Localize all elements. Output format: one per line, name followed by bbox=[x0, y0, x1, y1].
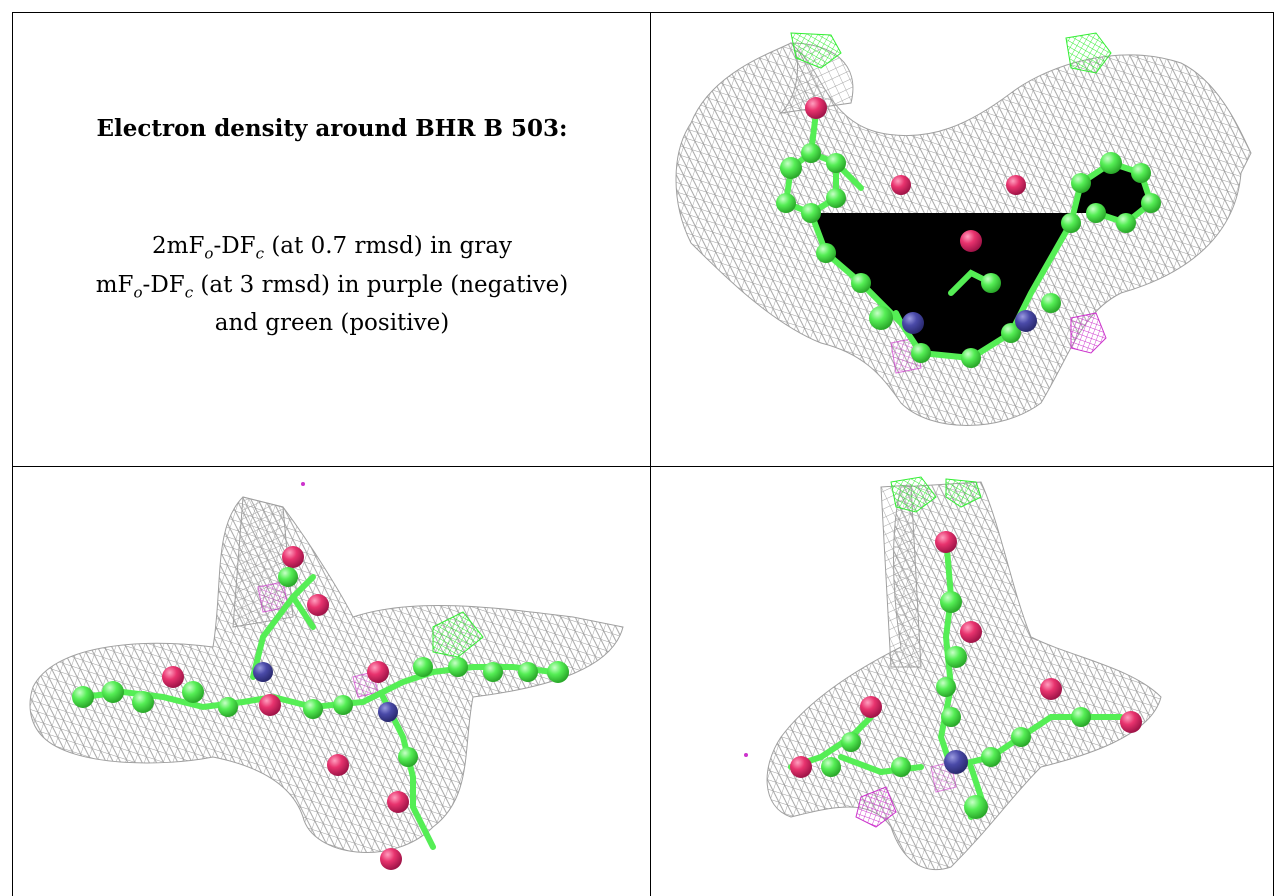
ligand-atoms bbox=[790, 531, 1142, 819]
legend-line-positive: and green (positive) bbox=[214, 310, 450, 337]
difference-density-negative bbox=[744, 753, 957, 828]
view-bottom-right bbox=[651, 467, 1273, 896]
density-render bbox=[744, 476, 1162, 871]
density-render bbox=[29, 482, 624, 870]
density-render bbox=[675, 32, 1252, 426]
table-border-middle bbox=[12, 466, 1274, 467]
page-title: Electron density around BHR B 503: bbox=[96, 115, 568, 142]
table-border-left bbox=[12, 12, 13, 896]
ligand-atoms bbox=[72, 546, 569, 870]
difference-density-positive bbox=[790, 32, 1112, 74]
table-border-center bbox=[650, 12, 651, 896]
density-mesh-gray bbox=[766, 481, 1162, 871]
view-top-right bbox=[651, 13, 1273, 466]
legend-line-2mfo: 2mFo-DFc (at 0.7 rmsd) in gray bbox=[152, 233, 512, 263]
legend-line-mfo: mFo-DFc (at 3 rmsd) in purple (negative) bbox=[95, 271, 569, 302]
difference-density-positive bbox=[890, 476, 982, 513]
difference-density-positive bbox=[432, 611, 484, 658]
view-bottom-left bbox=[13, 467, 650, 896]
table-border-top bbox=[12, 12, 1274, 13]
legend-text: 2mFo-DFc (at 0.7 rmsd) in gray mFo-DFc (… bbox=[13, 231, 650, 339]
ligand-atoms bbox=[776, 97, 1161, 368]
legend-cell: Electron density around BHR B 503: 2mFo-… bbox=[13, 13, 650, 466]
